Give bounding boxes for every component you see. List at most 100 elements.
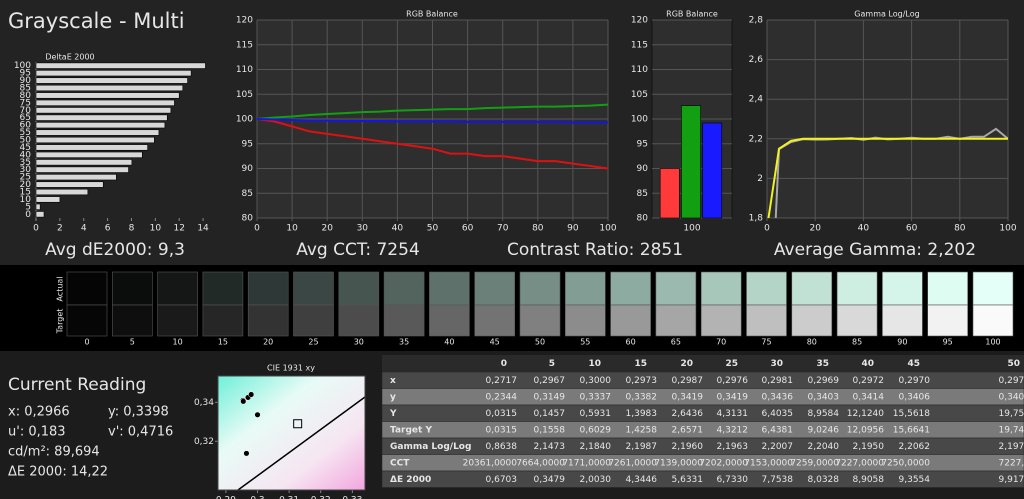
y-tick-label: 85 xyxy=(637,189,648,199)
y-tick-label: 95 xyxy=(20,69,31,79)
cell: 7259,0000 xyxy=(790,458,839,468)
actual-swatch xyxy=(655,271,697,306)
y-tick-label: 120 xyxy=(236,16,253,26)
y-tick-label: 2 xyxy=(757,174,763,184)
cell: 15,6641 xyxy=(893,425,930,435)
swatch-row-label: Target xyxy=(56,309,65,335)
x-tick-label: 12 xyxy=(173,224,184,234)
cell: 7250,0000 xyxy=(881,458,930,468)
swatch-label: 10 xyxy=(173,338,183,347)
target-swatch xyxy=(610,304,651,337)
bar xyxy=(35,144,148,151)
current-reading-title: Current Reading xyxy=(8,375,146,395)
row-label: ΔE 2000 xyxy=(390,475,431,485)
bar xyxy=(35,181,104,188)
row-label: Target Y xyxy=(390,425,432,435)
x-tick-label: 100 xyxy=(683,224,700,234)
cell: 7,7538 xyxy=(762,475,794,485)
x-tick-label: 0 xyxy=(764,224,770,234)
cell: 0,3403 xyxy=(808,392,840,402)
y-tick-label: 75 xyxy=(20,98,31,108)
x-tick-label: 70 xyxy=(497,224,509,234)
column-header: 45 xyxy=(907,359,920,369)
x-tick-label: 30 xyxy=(357,224,369,234)
point xyxy=(254,411,261,418)
swatch-label: 5 xyxy=(130,338,135,347)
reading-value: v': 0,4716 xyxy=(108,425,173,440)
point xyxy=(248,391,255,398)
cell: 0,3419 xyxy=(717,392,749,402)
x-tick-label: 20 xyxy=(809,224,821,234)
x-tick-label: 60 xyxy=(906,224,918,234)
bar xyxy=(35,107,172,114)
cell: 1,4258 xyxy=(626,425,658,435)
y-tick-label: 2,4 xyxy=(749,95,764,105)
y-tick-label: 95 xyxy=(242,139,253,149)
cell: 0,0315 xyxy=(486,409,518,419)
cell: 6,4035 xyxy=(762,409,794,419)
row-label: CCT xyxy=(390,458,410,468)
bar xyxy=(35,70,192,77)
line-series xyxy=(767,137,1008,218)
cell: 20361,0000 xyxy=(463,458,518,468)
point xyxy=(240,398,247,405)
point xyxy=(243,450,250,457)
y-tick-label: 20 xyxy=(20,180,32,190)
cell: 2,6571 xyxy=(672,425,704,435)
actual-swatch xyxy=(338,271,380,306)
bar xyxy=(35,174,117,181)
cell: 0,2344 xyxy=(486,392,518,402)
cell: 6,4381 xyxy=(762,425,794,435)
cell: 2,1840 xyxy=(580,442,612,452)
bar xyxy=(35,77,188,84)
reading-value: cd/m²: 89,694 xyxy=(8,445,100,460)
bar xyxy=(35,84,184,92)
swatch-label: 20 xyxy=(263,338,273,347)
plot-frame xyxy=(217,375,366,491)
cell: 2,2007 xyxy=(762,442,794,452)
actual-swatch xyxy=(836,271,878,306)
cell: 2,1987 xyxy=(626,442,658,452)
actual-swatch xyxy=(66,271,108,306)
column-header: 15 xyxy=(634,359,647,369)
x-tick-label: 80 xyxy=(532,224,544,234)
actual-swatch xyxy=(112,271,153,306)
chart-title: CIE 1931 xy xyxy=(267,364,315,373)
bar xyxy=(35,196,61,203)
y-tick-label: 100 xyxy=(236,115,253,125)
target-point xyxy=(293,419,303,429)
cell: 0,1457 xyxy=(534,409,566,419)
x-tick-label: 0 xyxy=(254,224,260,234)
cell: 7139,0000 xyxy=(654,458,703,468)
actual-swatch xyxy=(202,271,244,306)
chart-title: Gamma Log/Log xyxy=(854,10,919,19)
column-header: 10 xyxy=(588,359,601,369)
cell: 19,756 xyxy=(999,409,1024,419)
actual-swatch xyxy=(610,271,651,306)
cell: 1,3983 xyxy=(626,409,658,419)
target-swatch xyxy=(882,304,923,337)
cell: 0,6703 xyxy=(486,475,518,485)
x-tick-label: 0,33 xyxy=(342,496,362,499)
target-swatch xyxy=(429,304,470,337)
y-tick-label: 70 xyxy=(20,106,32,116)
cell: 2,1950 xyxy=(853,442,885,452)
y-tick-label: 100 xyxy=(14,61,31,71)
swatch-label: 25 xyxy=(308,338,318,347)
column-header: 20 xyxy=(680,359,693,369)
column-header: 40 xyxy=(861,359,874,369)
target-swatch xyxy=(112,304,153,337)
bar xyxy=(35,136,155,144)
cell: 12,1240 xyxy=(847,409,884,419)
swatch-label: 85 xyxy=(852,338,862,347)
cell: 0,0315 xyxy=(486,425,518,435)
swatch-label: 50 xyxy=(535,338,545,347)
summary-value: Avg dE2000: 9,3 xyxy=(45,240,185,260)
y-tick-label: 25 xyxy=(20,173,31,183)
x-tick-label: 0 xyxy=(33,224,39,234)
bar xyxy=(35,99,175,106)
swatch-label: 35 xyxy=(399,338,409,347)
page-title: Grayscale - Multi xyxy=(8,9,185,33)
bar xyxy=(702,122,723,219)
